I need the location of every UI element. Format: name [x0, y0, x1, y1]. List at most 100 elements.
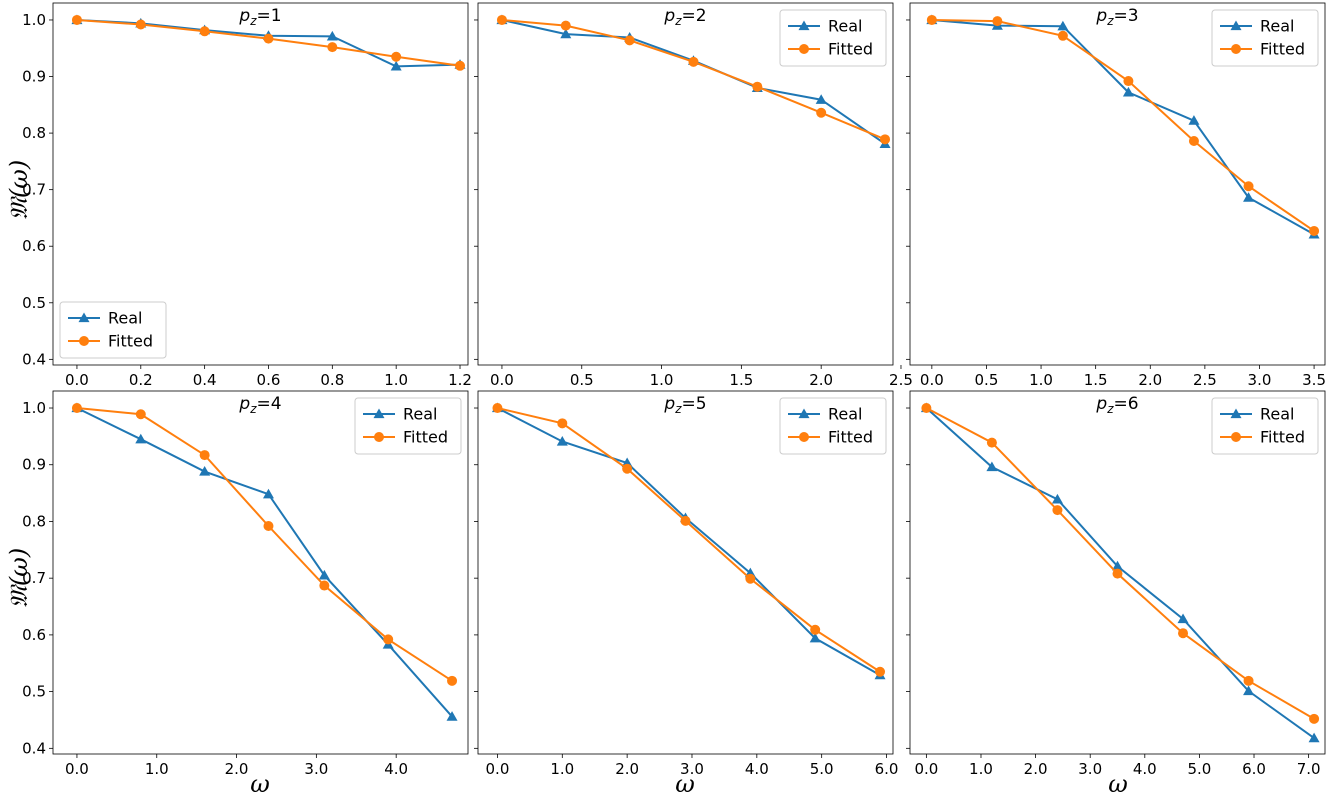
y-tick-label: 1.0 [22, 11, 46, 29]
data-point-real [560, 28, 572, 39]
y-tick-label: 0.8 [22, 512, 46, 530]
data-point-fitted [135, 409, 146, 420]
data-point-fitted [992, 16, 1003, 27]
data-point-fitted [135, 19, 146, 30]
plot-frame [52, 2, 469, 366]
x-tick-label: 1.0 [650, 371, 674, 389]
legend-label: Real [403, 405, 438, 424]
data-point-fitted [986, 437, 997, 448]
panel-title: pz=5 [663, 394, 706, 416]
data-point-real [326, 30, 338, 41]
legend-marker [78, 312, 90, 323]
data-point-fitted [1112, 568, 1123, 579]
x-tick-label: 2.0 [1138, 371, 1162, 389]
legend-marker [799, 44, 809, 54]
data-point-fitted [816, 107, 827, 118]
data-point-real [318, 569, 330, 580]
panel-title: pz=4 [238, 394, 281, 416]
y-tick-label: 0.5 [22, 294, 46, 312]
y-tick-label: 0.4 [22, 739, 46, 757]
x-tick-label: 2.0 [1024, 760, 1048, 778]
x-tick-label: 1.2 [448, 371, 472, 389]
data-point-fitted [263, 520, 274, 531]
legend-marker [373, 408, 385, 419]
x-tick-label: 3.0 [1078, 760, 1102, 778]
data-point-fitted [557, 418, 568, 429]
data-point-fitted [71, 403, 82, 414]
legend-label: Fitted [828, 428, 873, 447]
data-point-fitted [560, 20, 571, 31]
legend-label: Fitted [1260, 40, 1305, 59]
y-tick-label: 1.0 [22, 399, 46, 417]
x-axis-label: ω [250, 770, 270, 796]
x-axis-label: ω [675, 770, 695, 796]
legend-marker [1231, 44, 1241, 54]
x-tick-label: 1.5 [1084, 371, 1108, 389]
x-tick-label: 4.0 [745, 760, 769, 778]
data-point-real [390, 60, 402, 71]
legend: Real Fitted [779, 397, 887, 455]
x-tick-label: 0.5 [570, 371, 594, 389]
plot-frame [477, 2, 894, 366]
y-tick-label: 0.7 [22, 181, 46, 199]
x-tick-label: 2.0 [225, 760, 249, 778]
data-point-fitted [496, 14, 507, 25]
data-point-real [1051, 493, 1063, 504]
x-tick-label: 2.0 [615, 760, 639, 778]
y-tick-label: 0.6 [22, 626, 46, 644]
x-tick-label: 2.0 [809, 371, 833, 389]
x-tick-label: 0.0 [65, 760, 89, 778]
plot-frame [477, 390, 894, 755]
x-tick-label: 2.5 [889, 371, 913, 389]
x-tick-label: 3.0 [1248, 371, 1272, 389]
panel-title: pz=1 [238, 6, 281, 28]
legend-label: Fitted [1260, 428, 1305, 447]
legend: Real Fitted [59, 301, 167, 359]
data-point-real [1122, 86, 1134, 97]
legend-marker [1230, 408, 1242, 419]
data-point-fitted [383, 634, 394, 645]
data-point-real [1112, 560, 1123, 571]
data-point-fitted [926, 14, 937, 25]
x-tick-label: 0.2 [129, 371, 153, 389]
data-point-real [1308, 732, 1320, 743]
data-point-real [1243, 685, 1255, 696]
data-point-fitted [875, 666, 886, 677]
x-tick-label: 1.0 [145, 760, 169, 778]
x-tick-label: 0.0 [486, 760, 510, 778]
data-point-real [1188, 115, 1200, 125]
data-point-fitted [319, 580, 330, 591]
data-point-fitted [391, 51, 402, 62]
data-point-fitted [199, 450, 210, 461]
y-axis-label: 𝔐(ω) [5, 160, 33, 220]
chart-panel: 0.0 1.0 2.0 3.0 4.0 5.0 6.0 pz=5 Real Fitted [474, 390, 898, 778]
data-point-fitted [921, 403, 932, 414]
x-tick-label: 1.0 [1029, 371, 1053, 389]
plot-frame [909, 390, 1326, 755]
data-point-fitted [492, 403, 503, 414]
data-point-fitted [199, 26, 210, 37]
legend-label: Fitted [403, 428, 448, 447]
chart-panel: 0.0 1.0 2.0 3.0 4.0 5.0 6.0 7.0 pz=6 Real Fitted [906, 390, 1326, 778]
plot-frame [52, 390, 469, 755]
data-point-fitted [447, 675, 458, 686]
data-point-fitted [752, 81, 763, 92]
legend-label: Real [828, 17, 863, 36]
x-tick-label: 1.0 [969, 760, 993, 778]
chart-panel: 0.0 0.5 1.0 1.5 2.0 2.5 3.0 3.5 pz=3 Real Fitted [906, 2, 1326, 389]
data-point-real [556, 435, 568, 446]
data-point-fitted [624, 35, 635, 46]
data-point-fitted [1309, 713, 1320, 724]
panel-title: pz=6 [1095, 394, 1138, 416]
x-tick-label: 0.6 [257, 371, 281, 389]
legend: Real Fitted [1211, 397, 1319, 455]
chart-panel: 0.0 0.2 0.4 0.6 0.8 1.0 1.2 0.4 0.5 0.6 0.7 0.8 0.9 1… [22, 2, 472, 389]
y-tick-label: 0.4 [22, 350, 46, 368]
y-tick-label: 0.5 [22, 683, 46, 701]
y-tick-label: 0.7 [22, 569, 46, 587]
x-tick-label: 3.5 [1302, 371, 1326, 389]
data-point-fitted [745, 573, 756, 584]
panel-title: pz=3 [1095, 6, 1138, 28]
x-tick-label: 6.0 [1242, 760, 1266, 778]
